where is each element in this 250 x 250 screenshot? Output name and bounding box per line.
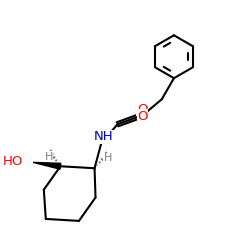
Polygon shape <box>33 162 61 169</box>
Text: H: H <box>104 154 112 164</box>
Text: O: O <box>137 110 148 122</box>
Text: H: H <box>44 152 53 162</box>
Text: HO: HO <box>3 155 23 168</box>
Text: O: O <box>137 102 147 116</box>
Text: NH: NH <box>93 130 113 143</box>
